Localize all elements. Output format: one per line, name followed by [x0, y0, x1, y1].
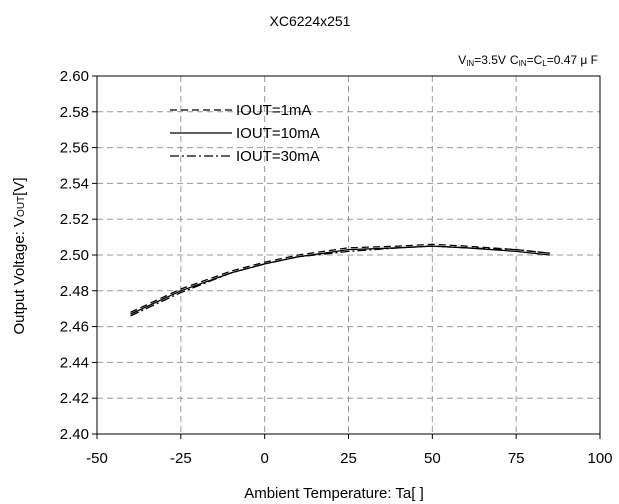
x-tick-label: 100 [587, 450, 612, 467]
y-tick-label: 2.46 [60, 319, 89, 336]
x-axis-title: Ambient Temperature: Ta[ ] [244, 485, 424, 502]
x-tick-label: -50 [86, 450, 108, 467]
legend-label-3: IOUT=30mA [236, 148, 320, 165]
y-tick-label: 2.40 [60, 426, 89, 443]
axis-ticks: -50 -25 0 25 50 75 100 2.40 2.42 2.44 2.46 2.48 2.50… [60, 68, 613, 467]
y-tick-label: 2.50 [60, 247, 89, 264]
legend-label-2: IOUT=10mA [236, 125, 320, 142]
x-tick-label: 50 [424, 450, 441, 467]
measurement-conditions: VIN=3.5V CIN=CL=0.47 μ F [458, 53, 598, 68]
y-tick-label: 2.56 [60, 140, 89, 157]
x-tick-label: 75 [508, 450, 525, 467]
x-tick-label: 25 [340, 450, 357, 467]
y-tick-label: 2.54 [60, 175, 89, 192]
chart-title: XC6224x251 [270, 13, 351, 29]
y-tick-label: 2.42 [60, 390, 89, 407]
legend: IOUT=1mA IOUT=10mA IOUT=30mA [170, 102, 320, 165]
x-tick-label: 0 [260, 450, 268, 467]
y-tick-label: 2.60 [60, 68, 89, 85]
legend-label-1: IOUT=1mA [236, 102, 311, 119]
series-line-1 [130, 243, 550, 313]
y-tick-label: 2.58 [60, 104, 89, 121]
y-tick-label: 2.52 [60, 211, 89, 228]
x-tick-label: -25 [170, 450, 192, 467]
series-line-3 [130, 245, 550, 317]
y-tick-label: 2.48 [60, 283, 89, 300]
data-series [130, 243, 550, 317]
y-tick-label: 2.44 [60, 354, 89, 371]
y-axis-title: Output Voltage: VOUT[V] [11, 177, 28, 334]
